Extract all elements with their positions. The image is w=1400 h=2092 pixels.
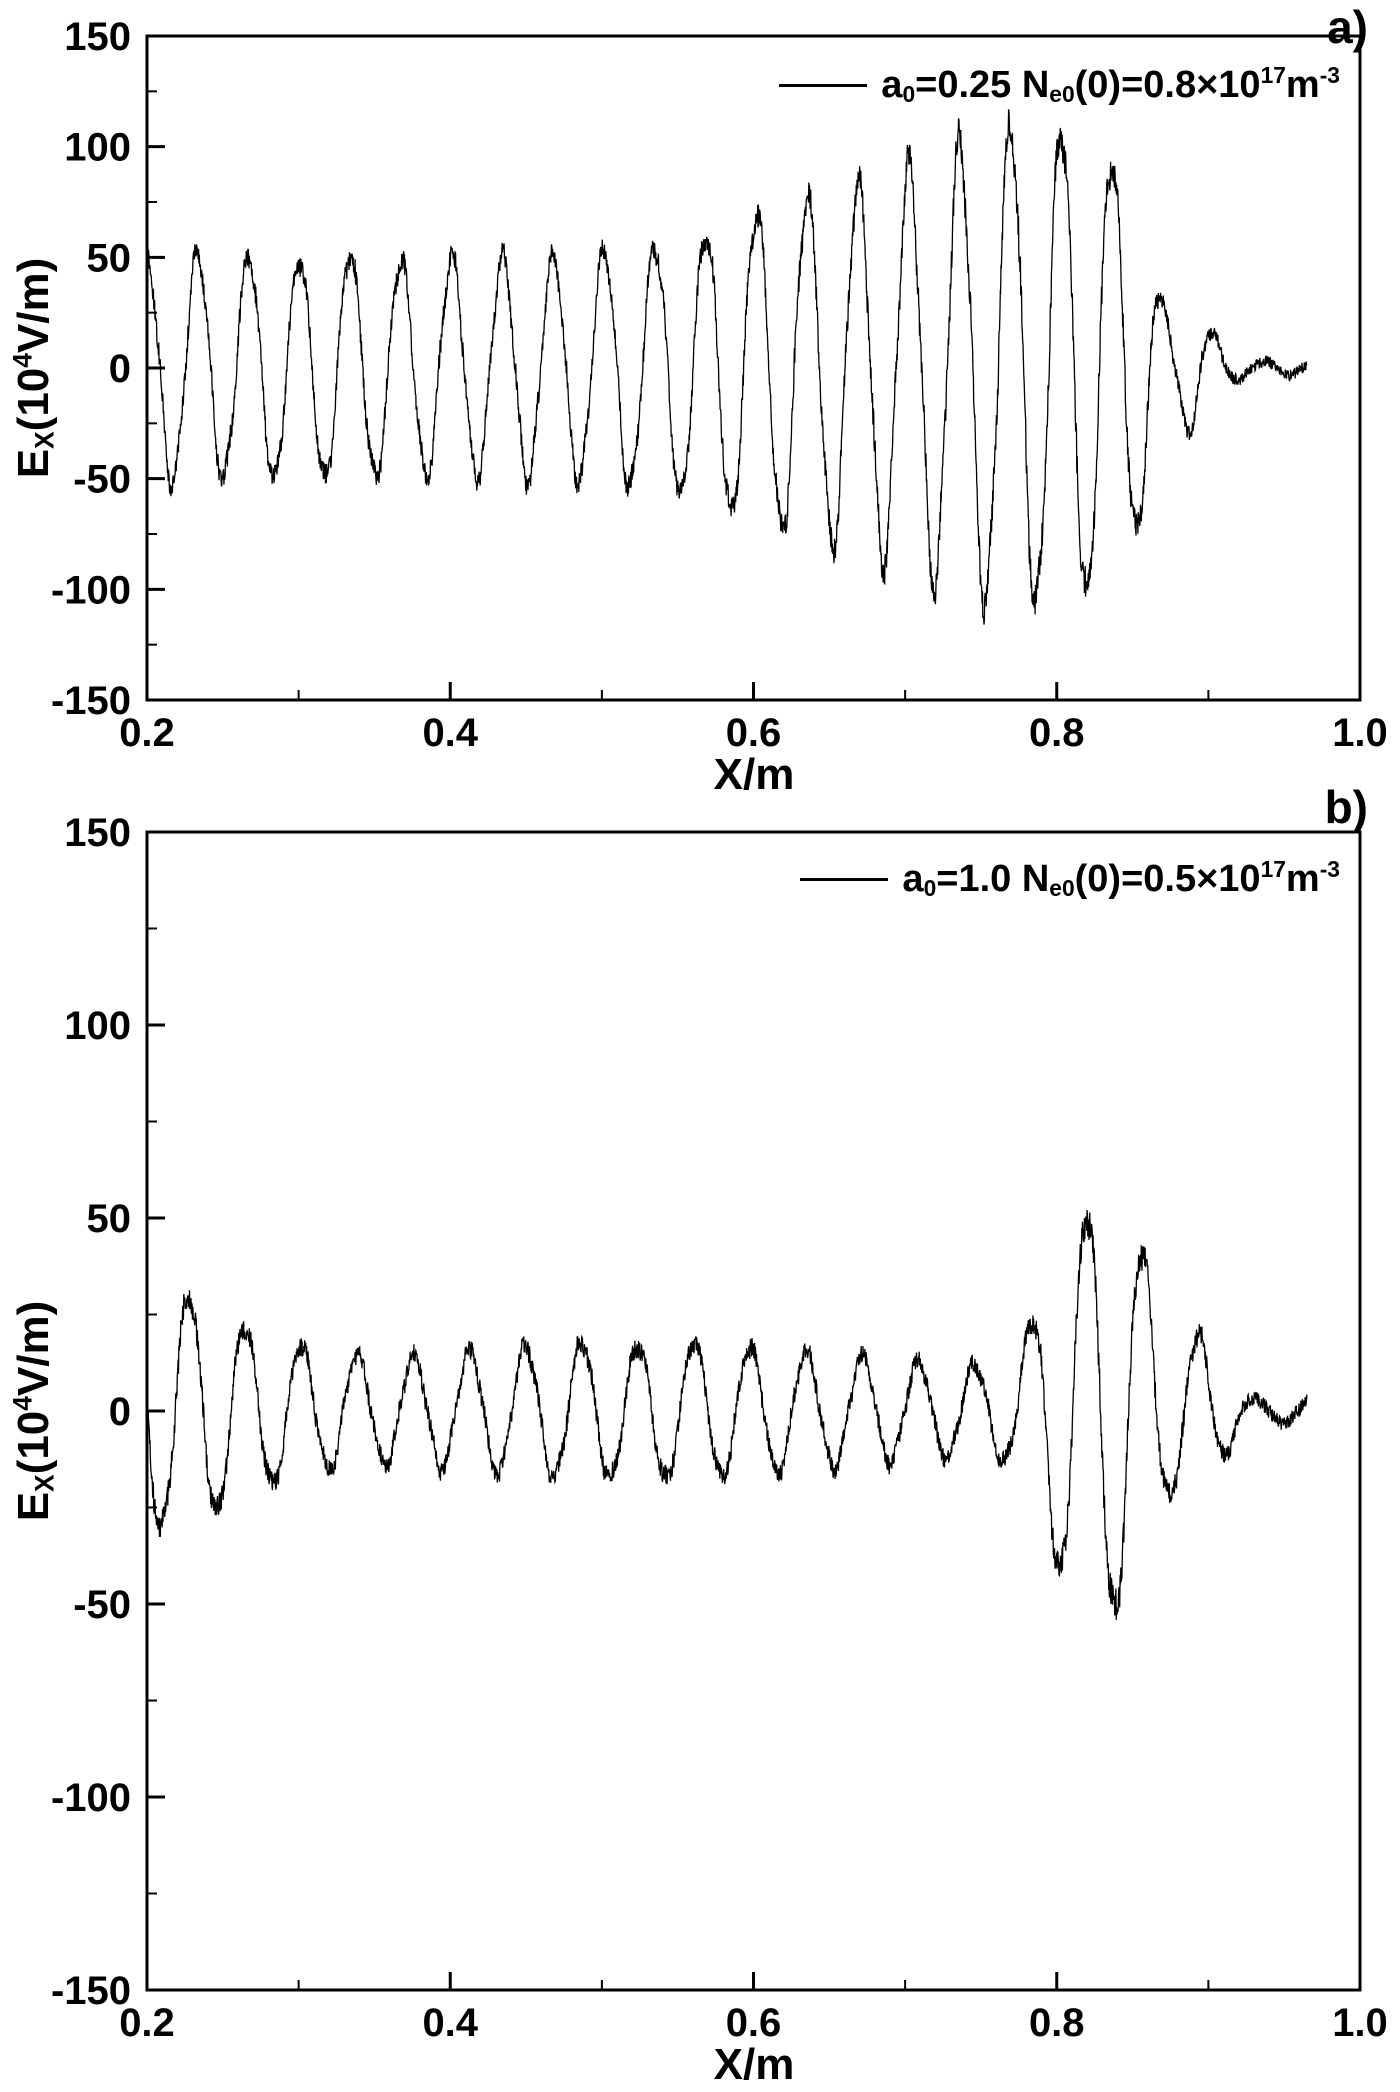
- x-tick-label: 0.4: [422, 2001, 478, 2045]
- legend-line-sample: [779, 83, 868, 87]
- y-tick-label: 50: [87, 236, 132, 280]
- y-tick-label: -150: [51, 679, 131, 723]
- x-tick-label: 0.2: [119, 711, 175, 755]
- x-tick-label: 0.8: [1029, 711, 1085, 755]
- y-tick-label: 50: [87, 1197, 132, 1241]
- panel-a-label: a): [1327, 1, 1368, 53]
- waveform-trace: [146, 109, 1308, 625]
- y-tick-label: 0: [109, 347, 131, 391]
- y-tick-label: 100: [64, 126, 131, 170]
- plot-panel-b: 0.2 0.4 0.6 0.8 1.0 150 100 50 0 -50 -100 -150: [51, 811, 1388, 2045]
- x-tick-label: 1.0: [1332, 2001, 1388, 2045]
- legend-line-sample: [800, 877, 889, 881]
- y-tick-label: -150: [51, 1969, 131, 2013]
- y-tick-label: -100: [51, 1776, 131, 1820]
- y-tick-label: -50: [73, 1583, 131, 1627]
- y-tick-label: -50: [73, 458, 131, 502]
- y-tick-label: 150: [64, 811, 131, 855]
- plot-panel-a: 0.2 0.4 0.6 0.8 1.0 150 100 50 0 -50 -100 -150: [51, 15, 1388, 755]
- y-tick-label: 150: [64, 15, 131, 59]
- x-tick-label: 1.0: [1332, 711, 1388, 755]
- x-axis-label: X/m: [713, 2040, 795, 2089]
- panel-b-label: b): [1324, 781, 1368, 833]
- plot-frame: [145, 34, 1362, 702]
- legend-label: a0=1.0 Ne0(0)=0.5×1017m-3: [902, 856, 1340, 902]
- x-tick-label: 0.4: [422, 711, 478, 755]
- y-axis-label: EX(104V/m): [7, 257, 60, 479]
- x-tick-label: 0.6: [726, 2001, 782, 2045]
- y-tick-label: -100: [51, 568, 131, 612]
- y-tick-label: 100: [64, 1004, 131, 1048]
- x-tick-label: 0.8: [1029, 2001, 1085, 2045]
- legend: a0=0.25 Ne0(0)=0.8×1017m-3: [779, 62, 1340, 108]
- x-axis-label: X/m: [713, 750, 795, 799]
- legend-label: a0=0.25 Ne0(0)=0.8×1017m-3: [881, 62, 1340, 108]
- waveform-trace: [146, 1209, 1308, 1620]
- x-tick-label: 0.6: [726, 711, 782, 755]
- y-tick-label: 0: [109, 1390, 131, 1434]
- legend: a0=1.0 Ne0(0)=0.5×1017m-3: [800, 856, 1340, 902]
- plot-frame: [145, 830, 1362, 1992]
- x-tick-label: 0.2: [119, 2001, 175, 2045]
- y-axis-label: EX(104V/m): [7, 1300, 60, 1522]
